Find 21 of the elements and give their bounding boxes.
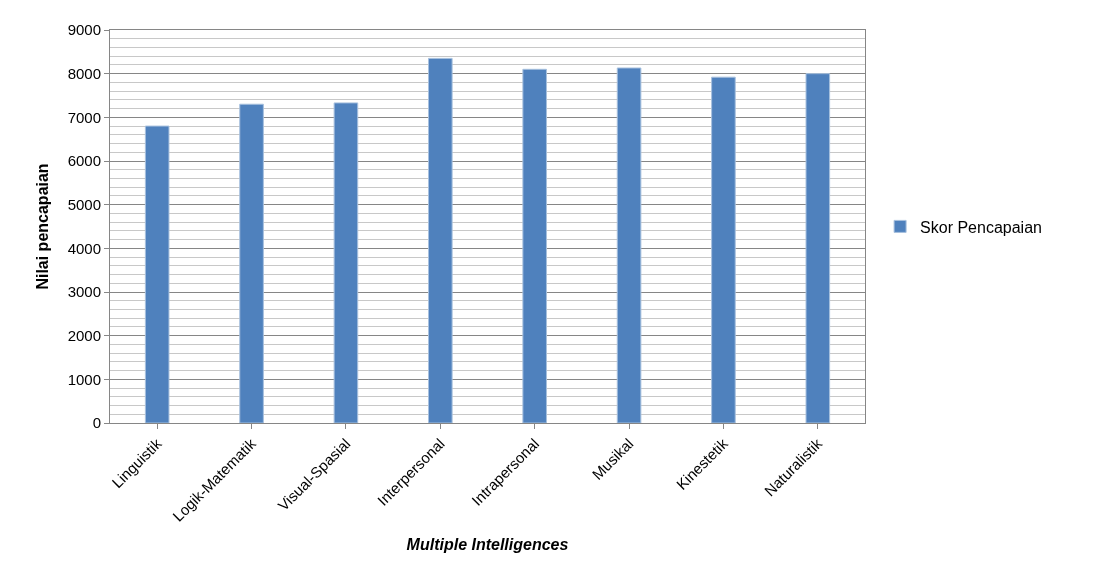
y-tick-label: 1000	[67, 370, 101, 388]
bar	[333, 102, 359, 423]
y-tick-label: 6000	[67, 152, 101, 170]
bar	[522, 68, 547, 423]
y-axis-title: Nilai pencapaian	[33, 163, 51, 290]
y-tick-label: 7000	[67, 108, 101, 126]
y-tick-label: 0	[92, 414, 101, 432]
legend-label: Skor Pencapaian	[920, 218, 1042, 236]
bar	[144, 125, 170, 423]
y-tick-label: 3000	[67, 283, 101, 301]
y-tick-label: 9000	[67, 21, 101, 39]
bar	[239, 103, 264, 423]
x-axis-title: Multiple Intelligences	[406, 536, 569, 554]
y-tick-label: 4000	[67, 239, 101, 257]
bar	[711, 76, 736, 423]
y-tick-label: 8000	[67, 64, 101, 82]
bar	[616, 67, 642, 423]
y-tick-label: 5000	[67, 195, 101, 213]
y-tick-label: 2000	[67, 326, 101, 344]
bar	[428, 57, 453, 423]
bar	[805, 73, 831, 423]
